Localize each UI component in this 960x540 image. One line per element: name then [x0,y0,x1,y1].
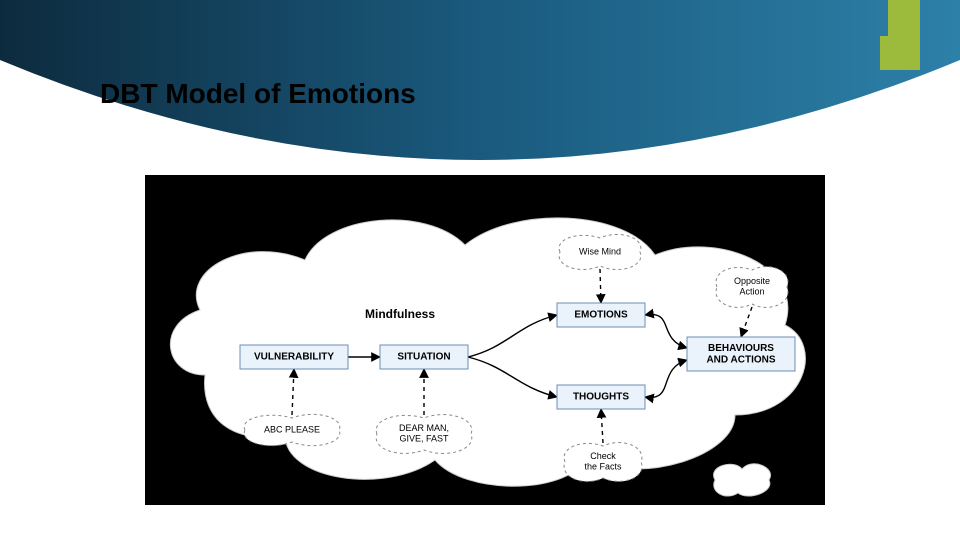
svg-text:Check: Check [590,451,616,461]
svg-text:SITUATION: SITUATION [397,352,450,363]
node-oppaction: OppositeAction [716,267,788,308]
svg-text:Opposite: Opposite [734,276,770,286]
svg-text:the Facts: the Facts [584,462,622,472]
node-emotions: EMOTIONS [557,303,645,327]
node-abc: ABC PLEASE [244,414,340,445]
page-title: DBT Model of Emotions [100,78,416,110]
svg-text:DEAR MAN,: DEAR MAN, [399,423,449,433]
node-vulnerability: VULNERABILITY [240,345,348,369]
node-wisemind: Wise Mind [559,234,641,269]
diagram: Mindfulness VULNERABILITY SITUATION EMOTION… [145,175,825,505]
accent-bookmark [880,0,920,110]
svg-text:GIVE, FAST: GIVE, FAST [399,434,449,444]
node-situation: SITUATION [380,345,468,369]
svg-text:EMOTIONS: EMOTIONS [574,310,628,321]
svg-text:Action: Action [739,287,764,297]
node-behaviours: BEHAVIOURSAND ACTIONS [687,337,795,371]
svg-text:BEHAVIOURS: BEHAVIOURS [708,343,774,354]
svg-text:AND ACTIONS: AND ACTIONS [706,354,775,365]
node-thoughts: THOUGHTS [557,385,645,409]
node-checkfacts: Checkthe Facts [564,443,642,482]
svg-text:Mindfulness: Mindfulness [365,307,435,321]
svg-text:VULNERABILITY: VULNERABILITY [254,352,334,363]
svg-text:Wise Mind: Wise Mind [579,246,621,256]
svg-text:ABC PLEASE: ABC PLEASE [264,424,320,434]
node-dearman: DEAR MAN,GIVE, FAST [376,415,472,454]
node-mindfulness: Mindfulness [365,307,435,321]
svg-text:THOUGHTS: THOUGHTS [573,392,629,403]
